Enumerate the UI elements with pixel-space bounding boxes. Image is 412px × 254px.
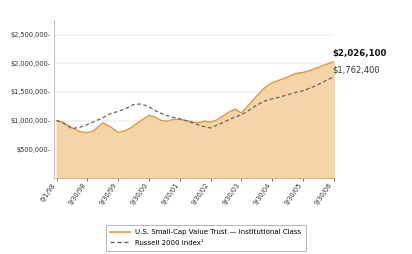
Legend: U.S. Small-Cap Value Trust — Institutional Class, Russell 2000 Index¹: U.S. Small-Cap Value Trust — Institution…: [105, 225, 307, 250]
Text: $2,026,100: $2,026,100: [332, 49, 386, 58]
Text: $1,762,400: $1,762,400: [332, 65, 380, 74]
